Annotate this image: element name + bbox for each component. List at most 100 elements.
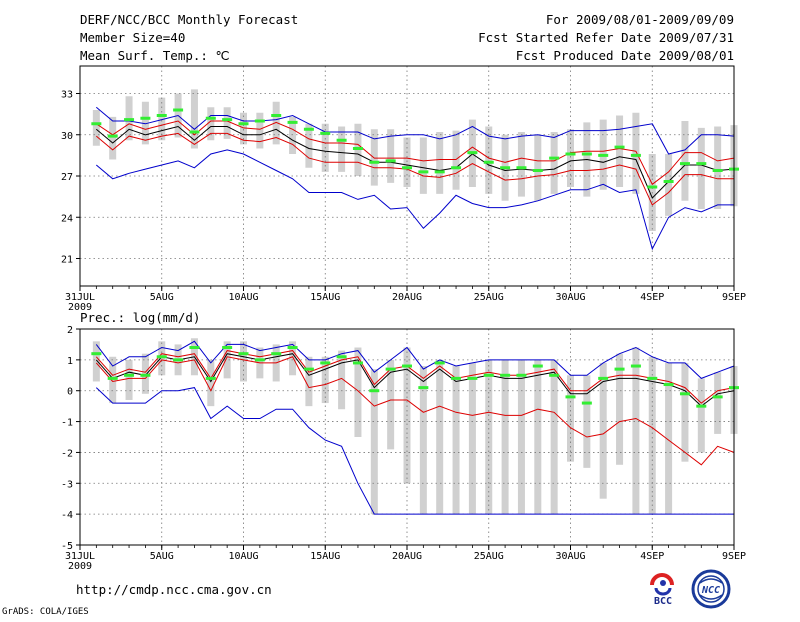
x-tick-label: 5AUG <box>150 292 174 303</box>
y-tick-label: -5 <box>61 541 73 552</box>
ncc-logo: NCC <box>691 569 731 609</box>
x-tick-label: 20AUG <box>392 551 422 562</box>
series-line-spread_lower <box>95 132 734 206</box>
range-bar <box>387 359 395 450</box>
range-bar <box>714 126 722 209</box>
x-tick-label: 10AUG <box>228 292 258 303</box>
range-bar <box>517 359 525 515</box>
range-bar <box>697 378 705 453</box>
range-bar <box>370 129 378 186</box>
range-bar <box>697 127 705 209</box>
range-bar <box>109 356 117 404</box>
x-tick-label: 15AUG <box>310 292 340 303</box>
forecast-start-date: Fcst Started Refer Date 2009/07/31 <box>478 30 734 45</box>
x-tick-label: 25AUG <box>474 551 504 562</box>
y-tick-label: 21 <box>61 255 73 266</box>
member-size: Member Size=40 <box>80 30 185 45</box>
x-tick-label: 10AUG <box>228 551 258 562</box>
range-bar <box>272 101 280 145</box>
range-bar <box>550 132 558 194</box>
y-tick-label: 24 <box>61 213 73 224</box>
x-tick-label: 31JUL <box>65 292 95 303</box>
range-bar <box>305 123 313 168</box>
x-tick-sublabel: 2009 <box>68 302 92 313</box>
range-bar <box>517 132 525 197</box>
range-bar <box>681 362 689 462</box>
range-bar <box>534 134 542 201</box>
range-bar <box>714 372 722 434</box>
grads-credit: GrADS: COLA/IGES <box>2 607 89 617</box>
range-bar <box>256 112 264 149</box>
range-bar <box>632 112 640 194</box>
range-bar <box>616 353 624 465</box>
x-tick-label: 4SEP <box>640 292 664 303</box>
range-bar <box>207 107 215 141</box>
series-line-mean <box>95 353 735 407</box>
range-bar <box>681 121 689 201</box>
range-bar <box>468 362 476 515</box>
y-tick-label: -1 <box>61 418 73 429</box>
range-bar <box>648 356 656 515</box>
range-bar <box>370 369 378 515</box>
range-bar <box>452 366 460 515</box>
range-bar <box>223 341 231 379</box>
x-tick-label: 5AUG <box>150 551 174 562</box>
y-tick-label: 1 <box>67 356 73 367</box>
range-bar <box>305 356 313 407</box>
range-bar <box>567 375 574 462</box>
series-line-mean <box>95 125 735 199</box>
range-bar <box>240 112 247 145</box>
range-bar <box>92 110 100 146</box>
range-bar <box>436 132 444 194</box>
x-tick-label: 20AUG <box>392 292 422 303</box>
range-bar <box>599 362 607 499</box>
series-line-min <box>95 387 734 515</box>
bcc-logo: BCC <box>644 572 684 608</box>
footer-url: http://cmdp.ncc.cma.gov.cn <box>76 582 272 597</box>
y-tick-label: 2 <box>67 325 73 336</box>
series-line-max <box>95 106 735 155</box>
range-bar <box>207 359 215 407</box>
range-bar <box>419 137 427 194</box>
forecast-period: For 2009/08/01-2009/09/09 <box>546 12 734 27</box>
series-line-spread_lower <box>95 356 735 466</box>
y-tick-label: 0 <box>67 387 73 398</box>
range-bar <box>109 116 117 160</box>
range-bar <box>583 375 591 468</box>
range-bar <box>436 359 444 515</box>
range-bar <box>616 115 624 187</box>
range-bar <box>92 341 100 382</box>
range-bar <box>158 341 166 376</box>
forecast-produced-date: Fcst Produced Date 2009/08/01 <box>516 48 734 63</box>
series-line-spread_upper <box>95 350 735 404</box>
series-line-spread_upper <box>96 120 735 186</box>
range-bar <box>354 347 362 437</box>
bcc-logo-text: BCC <box>654 596 672 607</box>
y-tick-label: -3 <box>61 479 73 490</box>
x-tick-label: 25AUG <box>474 292 504 303</box>
x-tick-label: 30AUG <box>555 292 585 303</box>
range-bar <box>419 366 427 515</box>
ncc-logo-text: NCC <box>701 585 720 596</box>
range-bar <box>190 89 198 149</box>
y-tick-label: -4 <box>61 510 73 521</box>
x-tick-label: 4SEP <box>640 551 664 562</box>
range-bar <box>338 126 346 172</box>
range-bar <box>665 362 673 515</box>
range-bar <box>403 137 411 187</box>
series-line-min <box>95 149 734 251</box>
x-tick-label: 30AUG <box>555 551 585 562</box>
range-bar <box>632 347 640 515</box>
range-bar <box>501 359 509 515</box>
range-bar <box>158 97 166 141</box>
y-tick-label: 30 <box>61 131 73 142</box>
range-bar <box>141 353 149 394</box>
range-bar <box>338 350 346 410</box>
range-bar <box>567 129 574 187</box>
range-bar <box>125 359 133 400</box>
x-tick-label: 9SEP <box>722 292 746 303</box>
range-bar <box>387 129 395 183</box>
x-tick-label: 31JUL <box>65 551 95 562</box>
range-bar <box>289 116 297 154</box>
